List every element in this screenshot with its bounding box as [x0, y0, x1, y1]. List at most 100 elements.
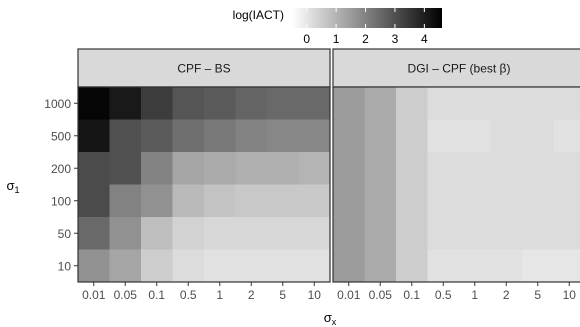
heatmap-cell	[333, 119, 365, 153]
x-tick-label: 0.05	[369, 288, 393, 302]
heatmap-cell	[109, 184, 142, 218]
heatmap-cell	[459, 217, 491, 250]
heatmap-cell	[396, 152, 428, 185]
heatmap-cell	[427, 217, 460, 250]
heatmap-cell	[459, 87, 491, 120]
heatmap-cell	[298, 119, 331, 153]
x-tick-label: 10	[563, 288, 577, 302]
heatmap-cell	[141, 184, 173, 218]
x-tick-label: 2	[248, 288, 255, 302]
heatmap-cell	[172, 119, 205, 153]
legend-tick-label: 3	[392, 32, 399, 46]
heatmap-cell	[204, 152, 236, 185]
heatmap-cell	[364, 217, 397, 250]
heatmap-cell	[109, 249, 142, 283]
heatmap-cell	[427, 119, 460, 153]
heatmap-cell	[141, 119, 173, 153]
panel-border	[77, 86, 331, 283]
heatmap-cell	[267, 152, 299, 185]
panel-border	[332, 86, 580, 283]
heatmap-cell	[427, 87, 460, 120]
heatmap-cell	[553, 87, 580, 120]
panel-1: CPF – BS 0.01 0.05 0.1 0.5 1 2 5 10	[77, 48, 331, 302]
heatmap-cell	[78, 249, 110, 283]
legend-colorbar	[292, 8, 442, 28]
heatmap-cell	[78, 87, 110, 120]
heatmap-cell	[427, 184, 460, 218]
heatmap-cell	[141, 87, 173, 120]
x-tick-label: 0.1	[148, 288, 165, 302]
x-tick-label: 1	[216, 288, 223, 302]
heatmap-cell	[333, 184, 365, 218]
heatmap-cell	[267, 87, 299, 120]
panel-strip	[77, 48, 331, 88]
heatmap-cell	[235, 249, 268, 283]
x-tick-label: 0.01	[82, 288, 106, 302]
heatmap-cell	[267, 217, 299, 250]
heatmap-cell	[553, 152, 580, 185]
y-axis: 1000 500 200 100 50 10	[44, 97, 78, 273]
heatmap-cell	[490, 249, 523, 283]
heatmap-cell	[459, 152, 491, 185]
legend-title: log(IACT)	[233, 8, 284, 22]
heatmap-cell	[172, 87, 205, 120]
heatmap-cell	[141, 152, 173, 185]
heatmap-cell	[78, 119, 110, 153]
x-tick-label: 5	[534, 288, 541, 302]
panel-2: DGI – CPF (best β) 0.01 0.05 0.1 0.5 1 2 5 10	[332, 48, 580, 302]
heatmap-cell	[298, 87, 331, 120]
legend: log(IACT) 0 1 2 3 4	[233, 8, 442, 46]
heatmap-cell	[522, 152, 554, 185]
x-tick-label: 0.01	[337, 288, 361, 302]
heatmap-cell	[235, 217, 268, 250]
legend-tick-label: 1	[333, 32, 340, 46]
y-tick-label: 50	[58, 227, 72, 241]
heatmap-cell	[172, 217, 205, 250]
legend-tick-label: 2	[362, 32, 369, 46]
heatmap-cell	[109, 119, 142, 153]
x-tick-label: 10	[308, 288, 322, 302]
heatmap-cell	[490, 87, 523, 120]
x-tick-label: 0.05	[114, 288, 138, 302]
x-tick-label: 0.5	[435, 288, 452, 302]
legend-tick-label: 4	[421, 32, 428, 46]
y-tick-label: 100	[51, 194, 71, 208]
heatmap-cell	[109, 217, 142, 250]
heatmap-cell	[553, 119, 580, 153]
heatmap-cell	[396, 119, 428, 153]
panel-title: CPF – BS	[177, 62, 230, 76]
heatmap-cell	[204, 184, 236, 218]
panel-strip	[332, 48, 580, 88]
heatmap-cell	[172, 152, 205, 185]
heatmap-cell	[78, 152, 110, 185]
heatmap-cell	[459, 184, 491, 218]
heatmap-cell	[204, 217, 236, 250]
heatmap-cell	[490, 217, 523, 250]
heatmap-cell	[141, 249, 173, 283]
heatmap-cell	[364, 152, 397, 185]
heatmap-cell	[333, 87, 365, 120]
heatmap-cell	[396, 249, 428, 283]
heatmap-cell	[427, 152, 460, 185]
heatmap-cell	[235, 119, 268, 153]
x-axis-title: σx	[324, 310, 337, 327]
heatmap-cell	[364, 249, 397, 283]
heatmap-cell	[522, 87, 554, 120]
heatmap-cell	[267, 249, 299, 283]
heatmap-cell	[298, 249, 331, 283]
heatmap-cell	[490, 184, 523, 218]
heatmap-cell	[490, 119, 523, 153]
heatmap-cell	[141, 217, 173, 250]
heatmap-cell	[522, 184, 554, 218]
heatmap-cell	[333, 152, 365, 185]
y-tick-label: 200	[51, 162, 71, 176]
panel-title: DGI – CPF (best β)	[408, 62, 511, 76]
y-tick-label: 10	[58, 259, 72, 273]
heatmap-cell	[522, 217, 554, 250]
heatmap-cell	[364, 184, 397, 218]
heatmap-cell	[522, 249, 554, 283]
heatmap-cell	[459, 249, 491, 283]
heatmap-cell	[109, 152, 142, 185]
heatmap-cell	[78, 217, 110, 250]
